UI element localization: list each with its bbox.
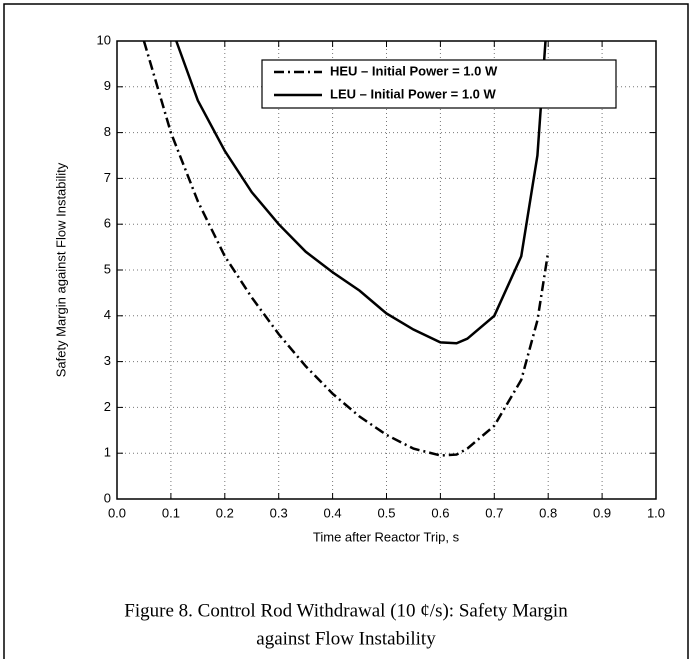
y-tick-label: 8 xyxy=(104,124,111,139)
y-tick-label: 6 xyxy=(104,216,111,231)
y-tick-label: 2 xyxy=(104,399,111,414)
x-tick-label: 0.5 xyxy=(377,505,395,520)
x-tick-label: 0.9 xyxy=(593,505,611,520)
legend-label: LEU – Initial Power = 1.0 W xyxy=(330,86,497,101)
x-tick-label: 1.0 xyxy=(647,505,665,520)
plot-border xyxy=(116,40,657,500)
x-tick-label: 0.7 xyxy=(485,505,503,520)
y-tick-label: 3 xyxy=(104,353,111,368)
line-series xyxy=(142,40,550,457)
x-tick-label: 0.1 xyxy=(162,505,180,520)
frame xyxy=(3,3,689,659)
legend-box xyxy=(261,59,617,109)
legend-label: HEU – Initial Power = 1.0 W xyxy=(330,63,498,78)
y-tick-label: 1 xyxy=(104,445,111,460)
x-tick-label: 0.2 xyxy=(216,505,234,520)
x-axis-label: Time after Reactor Trip, s xyxy=(313,529,460,544)
y-tick-label: 0 xyxy=(104,490,111,505)
x-tick-label: 0.6 xyxy=(431,505,449,520)
y-tick-label: 9 xyxy=(104,78,111,93)
x-tick-label: 0.4 xyxy=(324,505,342,520)
caption-line: Figure 8. Control Rod Withdrawal (10 ¢/s… xyxy=(124,600,568,621)
y-axis-label: Safety Margin against Flow Instability xyxy=(53,162,68,377)
y-tick-label: 5 xyxy=(104,261,111,276)
y-tick-label: 7 xyxy=(104,170,111,185)
y-tick-label: 10 xyxy=(97,32,111,47)
line-series xyxy=(175,40,547,345)
caption-line: against Flow Instability xyxy=(256,628,436,649)
y-tick-label: 4 xyxy=(104,307,111,322)
x-tick-label: 0.0 xyxy=(108,505,126,520)
x-tick-label: 0.3 xyxy=(270,505,288,520)
x-tick-label: 0.8 xyxy=(539,505,557,520)
